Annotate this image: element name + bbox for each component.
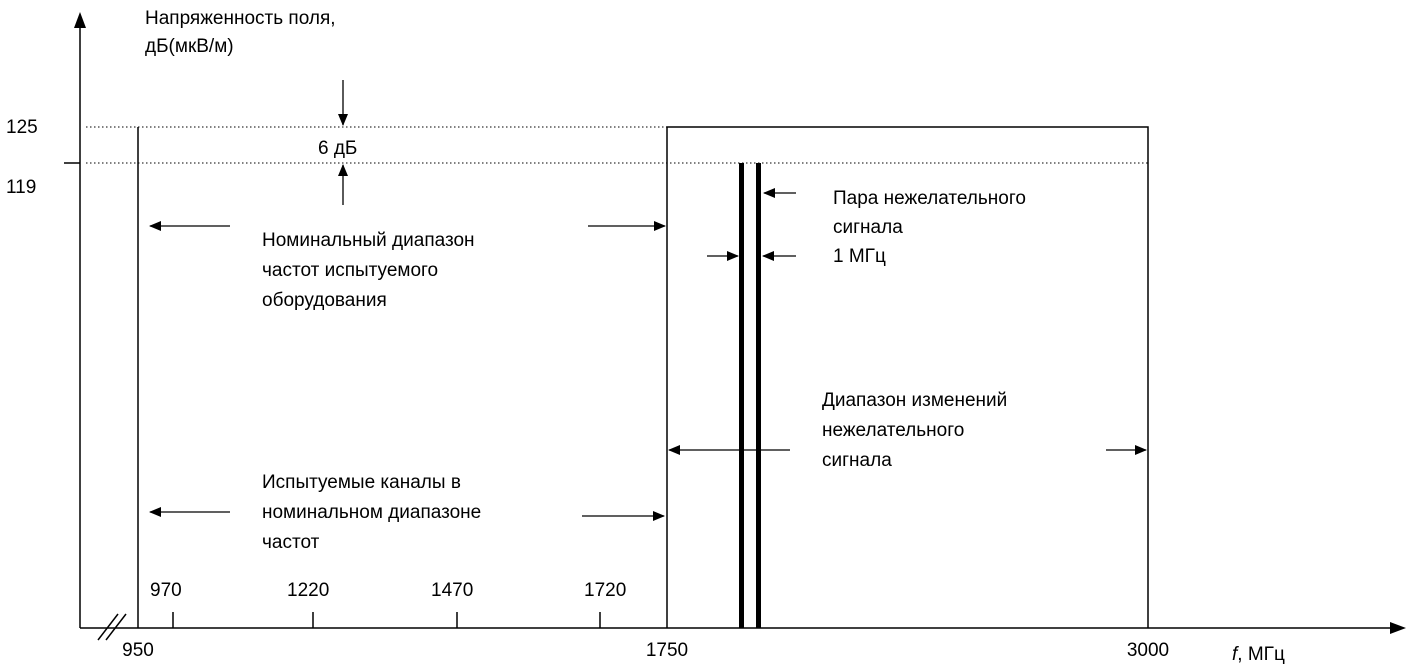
annotation: частот испытуемого xyxy=(262,260,438,281)
annotation: частот xyxy=(262,532,320,553)
x-tick-label: 3000 xyxy=(1127,640,1169,661)
y-axis-title: дБ(мкВ/м) xyxy=(145,36,234,57)
signal-line xyxy=(756,163,761,628)
annotation: Диапазон изменений xyxy=(822,390,1007,411)
y-tick-label: 125 xyxy=(6,117,38,138)
y-axis-arrow xyxy=(74,12,86,28)
x-inner-tick-label: 1220 xyxy=(287,580,329,601)
y-axis-title: Напряженность поля, xyxy=(145,8,336,29)
annotation: сигнала xyxy=(822,450,892,471)
annotation: номинальном диапазоне xyxy=(262,502,481,523)
y-tick-label: 119 xyxy=(6,177,36,198)
annotation: оборудования xyxy=(262,290,387,311)
x-axis-unit: , МГц xyxy=(1237,644,1285,665)
axis-break xyxy=(97,613,119,641)
x-inner-tick-label: 1470 xyxy=(431,580,473,601)
axis-break xyxy=(105,613,127,641)
signal-line xyxy=(739,163,744,628)
annotation: Испытуемые каналы в xyxy=(262,472,461,493)
annotation: сигнала xyxy=(833,217,903,238)
step-label: 6 дБ xyxy=(318,138,357,159)
x-axis-title: f, МГц xyxy=(1232,644,1285,665)
x-inner-tick-label: 1720 xyxy=(584,580,626,601)
x-inner-tick-label: 970 xyxy=(150,580,182,601)
annotation: Номинальный диапазон xyxy=(262,230,475,251)
x-tick-label: 950 xyxy=(122,640,154,661)
signal-range xyxy=(666,126,1149,628)
annotation: 1 МГц xyxy=(833,246,886,267)
annotation: Пара нежелательного xyxy=(833,188,1026,209)
x-axis-symbol: f xyxy=(1232,644,1239,665)
annotation: нежелательного xyxy=(822,420,964,441)
x-tick-label: 1750 xyxy=(646,640,688,661)
x-axis-arrow xyxy=(1390,622,1406,634)
